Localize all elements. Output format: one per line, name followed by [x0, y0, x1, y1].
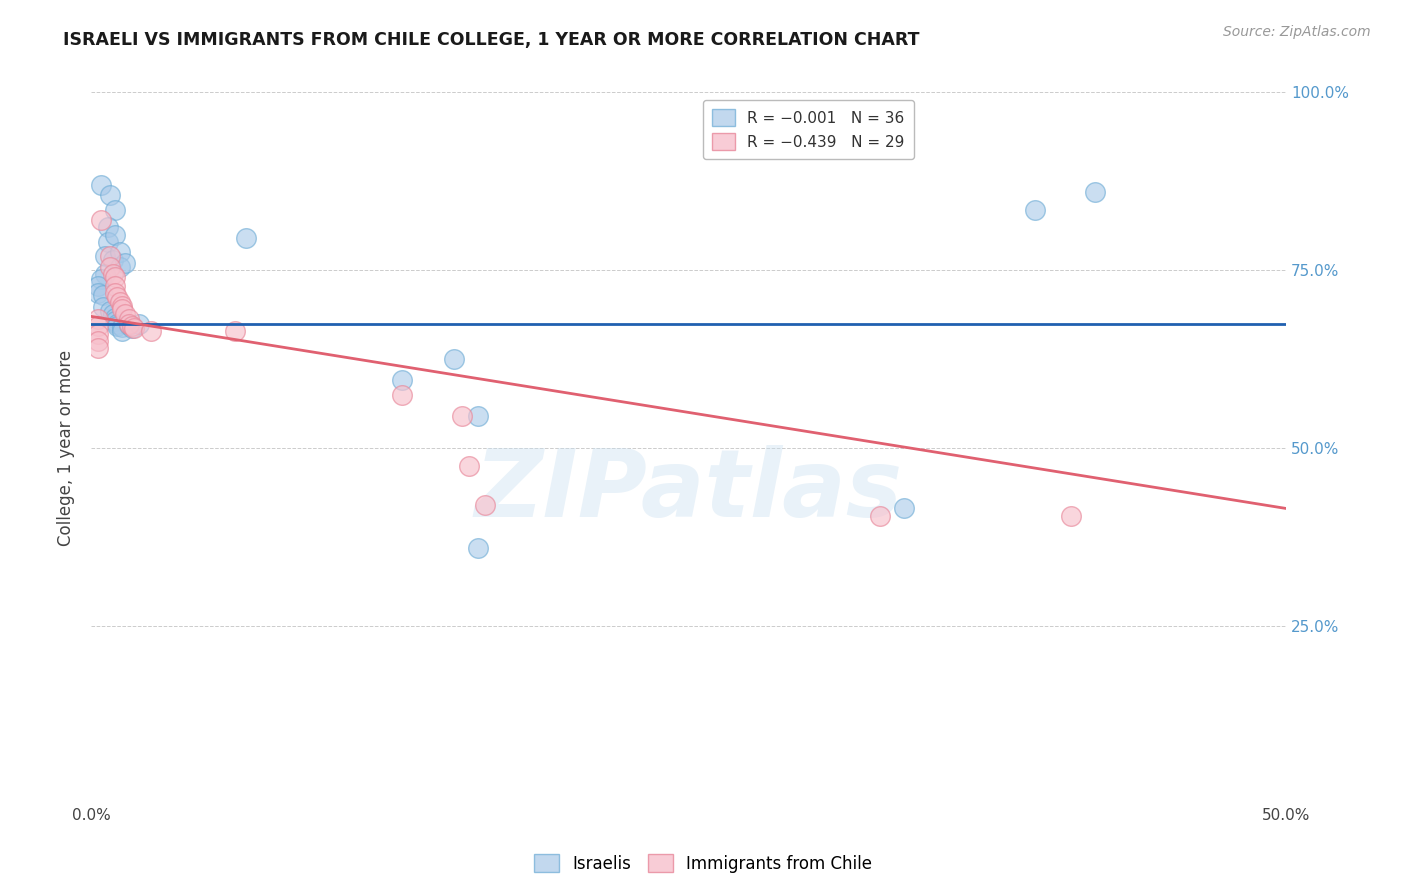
Point [111, 324, 134, 338]
Point [97, 235, 120, 249]
Point [443, 352, 465, 367]
Point [1060, 508, 1083, 523]
Point [104, 314, 127, 328]
Point [893, 501, 915, 516]
Point [107, 290, 129, 304]
Point [108, 295, 131, 310]
Point [90, 178, 112, 192]
Point [114, 256, 136, 270]
Point [450, 409, 472, 423]
Point [114, 307, 136, 321]
Point [87, 311, 110, 326]
Point [104, 278, 127, 293]
Point [118, 318, 141, 332]
Point [121, 318, 143, 333]
Point [139, 324, 162, 338]
Point [104, 285, 127, 300]
Point [87, 278, 110, 293]
Point [98, 260, 121, 274]
Point [104, 227, 127, 242]
Point [391, 387, 413, 401]
Point [1024, 202, 1046, 217]
Point [111, 320, 134, 334]
Point [98, 304, 121, 318]
Point [107, 318, 129, 333]
Point [98, 249, 121, 263]
Point [104, 202, 127, 217]
Point [108, 245, 131, 260]
Point [224, 324, 246, 338]
Text: Source: ZipAtlas.com: Source: ZipAtlas.com [1223, 25, 1371, 39]
Point [467, 409, 489, 423]
Point [87, 342, 110, 356]
Point [474, 498, 496, 512]
Point [107, 317, 129, 331]
Point [94, 267, 117, 281]
Point [104, 270, 127, 285]
Point [101, 252, 124, 267]
Point [235, 231, 257, 245]
Point [869, 508, 891, 523]
Point [87, 327, 110, 342]
Legend: Israelis, Immigrants from Chile: Israelis, Immigrants from Chile [527, 847, 879, 880]
Point [87, 318, 110, 333]
Point [391, 373, 413, 387]
Point [111, 299, 134, 313]
Point [104, 310, 127, 325]
Point [101, 307, 124, 321]
Legend: R = −0.001   N = 36, R = −0.439   N = 29: R = −0.001 N = 36, R = −0.439 N = 29 [703, 100, 914, 160]
Point [118, 317, 141, 331]
Point [1084, 185, 1107, 199]
Point [91, 288, 114, 302]
Point [101, 267, 124, 281]
Point [108, 260, 131, 274]
Point [122, 321, 145, 335]
Point [90, 213, 112, 227]
Point [87, 285, 110, 300]
Point [118, 311, 141, 326]
Text: ISRAELI VS IMMIGRANTS FROM CHILE COLLEGE, 1 YEAR OR MORE CORRELATION CHART: ISRAELI VS IMMIGRANTS FROM CHILE COLLEGE… [63, 31, 920, 49]
Point [98, 188, 121, 202]
Y-axis label: College, 1 year or more: College, 1 year or more [58, 350, 75, 546]
Point [90, 271, 112, 285]
Point [87, 334, 110, 349]
Point [457, 458, 479, 473]
Point [97, 220, 120, 235]
Point [128, 317, 150, 331]
Point [94, 249, 117, 263]
Point [467, 541, 489, 555]
Point [91, 300, 114, 314]
Text: ZIPatlas: ZIPatlas [474, 445, 903, 537]
Point [121, 321, 143, 335]
Point [111, 302, 134, 317]
